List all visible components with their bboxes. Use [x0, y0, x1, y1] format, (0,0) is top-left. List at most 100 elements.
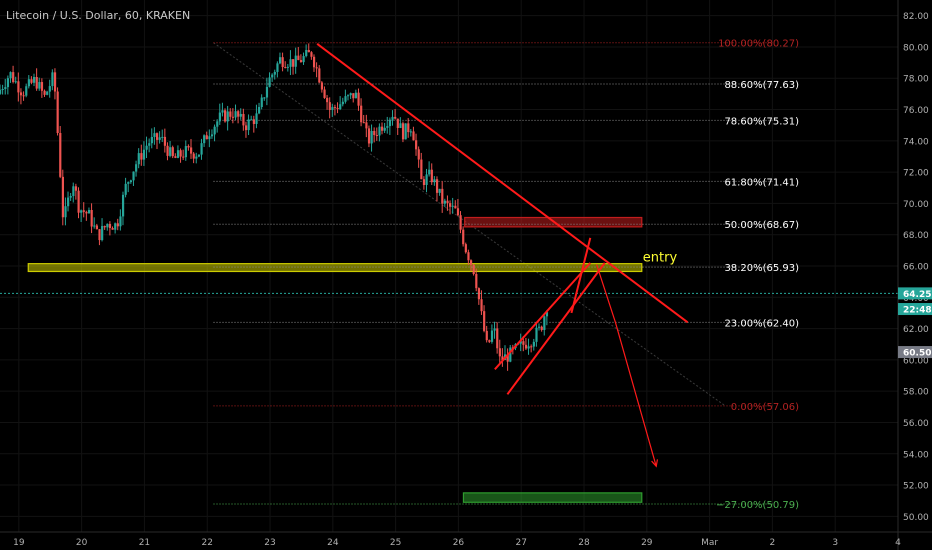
candle-body — [263, 97, 266, 99]
candle-body — [407, 123, 410, 133]
candle-body — [420, 159, 423, 180]
candle-body — [17, 81, 20, 93]
candle-body — [360, 105, 363, 123]
candle-body — [114, 223, 117, 230]
candle-body — [483, 311, 486, 331]
candle-body — [25, 86, 28, 96]
candle-body — [365, 122, 368, 129]
candle-body — [323, 89, 326, 98]
price-marker-box — [898, 346, 932, 359]
candle-body — [281, 57, 284, 68]
candle-body — [192, 153, 195, 159]
candle-body — [43, 90, 46, 95]
candle-body — [404, 123, 407, 140]
candle-body — [197, 154, 201, 157]
candle-body — [399, 123, 402, 128]
candle-body — [103, 226, 106, 228]
candle-body — [378, 126, 381, 136]
candle-body — [208, 136, 211, 140]
time-tick-label: 4 — [895, 538, 901, 548]
price-tick-label: 52.00 — [903, 482, 929, 492]
candle-body — [401, 123, 405, 140]
candle-body — [242, 113, 245, 126]
time-tick-label: 3 — [832, 538, 838, 548]
candle-body — [467, 252, 470, 261]
price-marker-box — [898, 303, 932, 316]
candle-body — [35, 77, 38, 89]
time-tick-label: 22 — [202, 538, 213, 548]
candle-body — [328, 102, 331, 110]
candle-body — [456, 208, 460, 216]
candle-body — [124, 183, 127, 195]
time-tick-label: 20 — [76, 538, 88, 548]
candle-body — [82, 210, 85, 212]
candle-body — [428, 169, 431, 175]
candle-body — [422, 179, 426, 185]
candle-body — [347, 95, 350, 97]
candle-body — [137, 153, 140, 165]
candle-body — [135, 164, 138, 172]
candle-body — [496, 328, 499, 349]
candle-body — [501, 356, 504, 361]
candle-body — [477, 288, 481, 300]
price-tick-label: 68.00 — [903, 231, 929, 241]
fibonacci-levels — [0, 42, 898, 505]
candlestick-series — [0, 43, 549, 371]
time-tick-label: 26 — [453, 538, 465, 548]
candle-body — [221, 110, 224, 113]
price-marker-label: 22:48 — [903, 306, 932, 316]
candle-body — [441, 188, 444, 204]
fib-level-label: 100.00%(80.27) — [718, 39, 799, 50]
candle-body — [205, 135, 208, 140]
candle-body — [388, 119, 392, 127]
candle-body — [493, 328, 496, 331]
candle-body — [278, 57, 282, 64]
candle-body — [231, 116, 235, 118]
candle-body — [276, 63, 279, 72]
price-tick-label: 56.00 — [903, 419, 929, 429]
trendline-drawings[interactable]: entry — [316, 43, 689, 468]
price-tick-label: 80.00 — [903, 43, 929, 53]
time-tick-label: 27 — [515, 538, 526, 548]
candle-body — [229, 111, 232, 117]
candle-body — [161, 136, 164, 138]
price-tick-label: 66.00 — [903, 263, 929, 273]
candle-body — [226, 111, 229, 122]
projection-arrow — [596, 264, 657, 467]
candle-body — [27, 79, 30, 87]
candle-body — [373, 130, 376, 135]
candle-body — [87, 210, 91, 214]
candle-body — [53, 72, 57, 92]
candle-body — [326, 97, 329, 103]
candle-body — [244, 125, 248, 131]
candle-body — [443, 200, 447, 204]
candle-body — [30, 79, 33, 83]
candle-body — [485, 330, 488, 341]
candle-body — [265, 86, 269, 98]
price-axis[interactable]: 50.0052.0054.0056.0058.0060.0062.0064.00… — [897, 0, 932, 550]
candle-body — [252, 119, 256, 124]
candle-body — [90, 210, 93, 227]
price-marker-label: 64.25 — [903, 290, 931, 300]
candle-body — [195, 156, 198, 159]
candle-body — [469, 260, 473, 265]
candle-body — [140, 153, 143, 160]
candle-body — [33, 77, 36, 83]
candle-body — [108, 223, 112, 228]
fib-level-label: 38.20%(65.93) — [724, 263, 799, 274]
candle-body — [480, 299, 483, 312]
time-tick-label: 23 — [264, 538, 275, 548]
time-axis[interactable]: 19 20 21 22 23 24 25 26 27 28 29 Mar 2 3 4 — [0, 531, 932, 548]
candle-body — [176, 150, 180, 158]
candle-body — [155, 133, 159, 140]
candle-body — [299, 60, 303, 63]
candle-body — [148, 143, 151, 146]
candle-body — [430, 169, 433, 183]
candle-body — [127, 182, 130, 184]
candle-body — [51, 72, 54, 87]
price-tick-label: 62.00 — [903, 325, 929, 335]
candle-body — [522, 341, 525, 345]
candle-body — [341, 101, 344, 105]
candle-body — [0, 89, 2, 94]
